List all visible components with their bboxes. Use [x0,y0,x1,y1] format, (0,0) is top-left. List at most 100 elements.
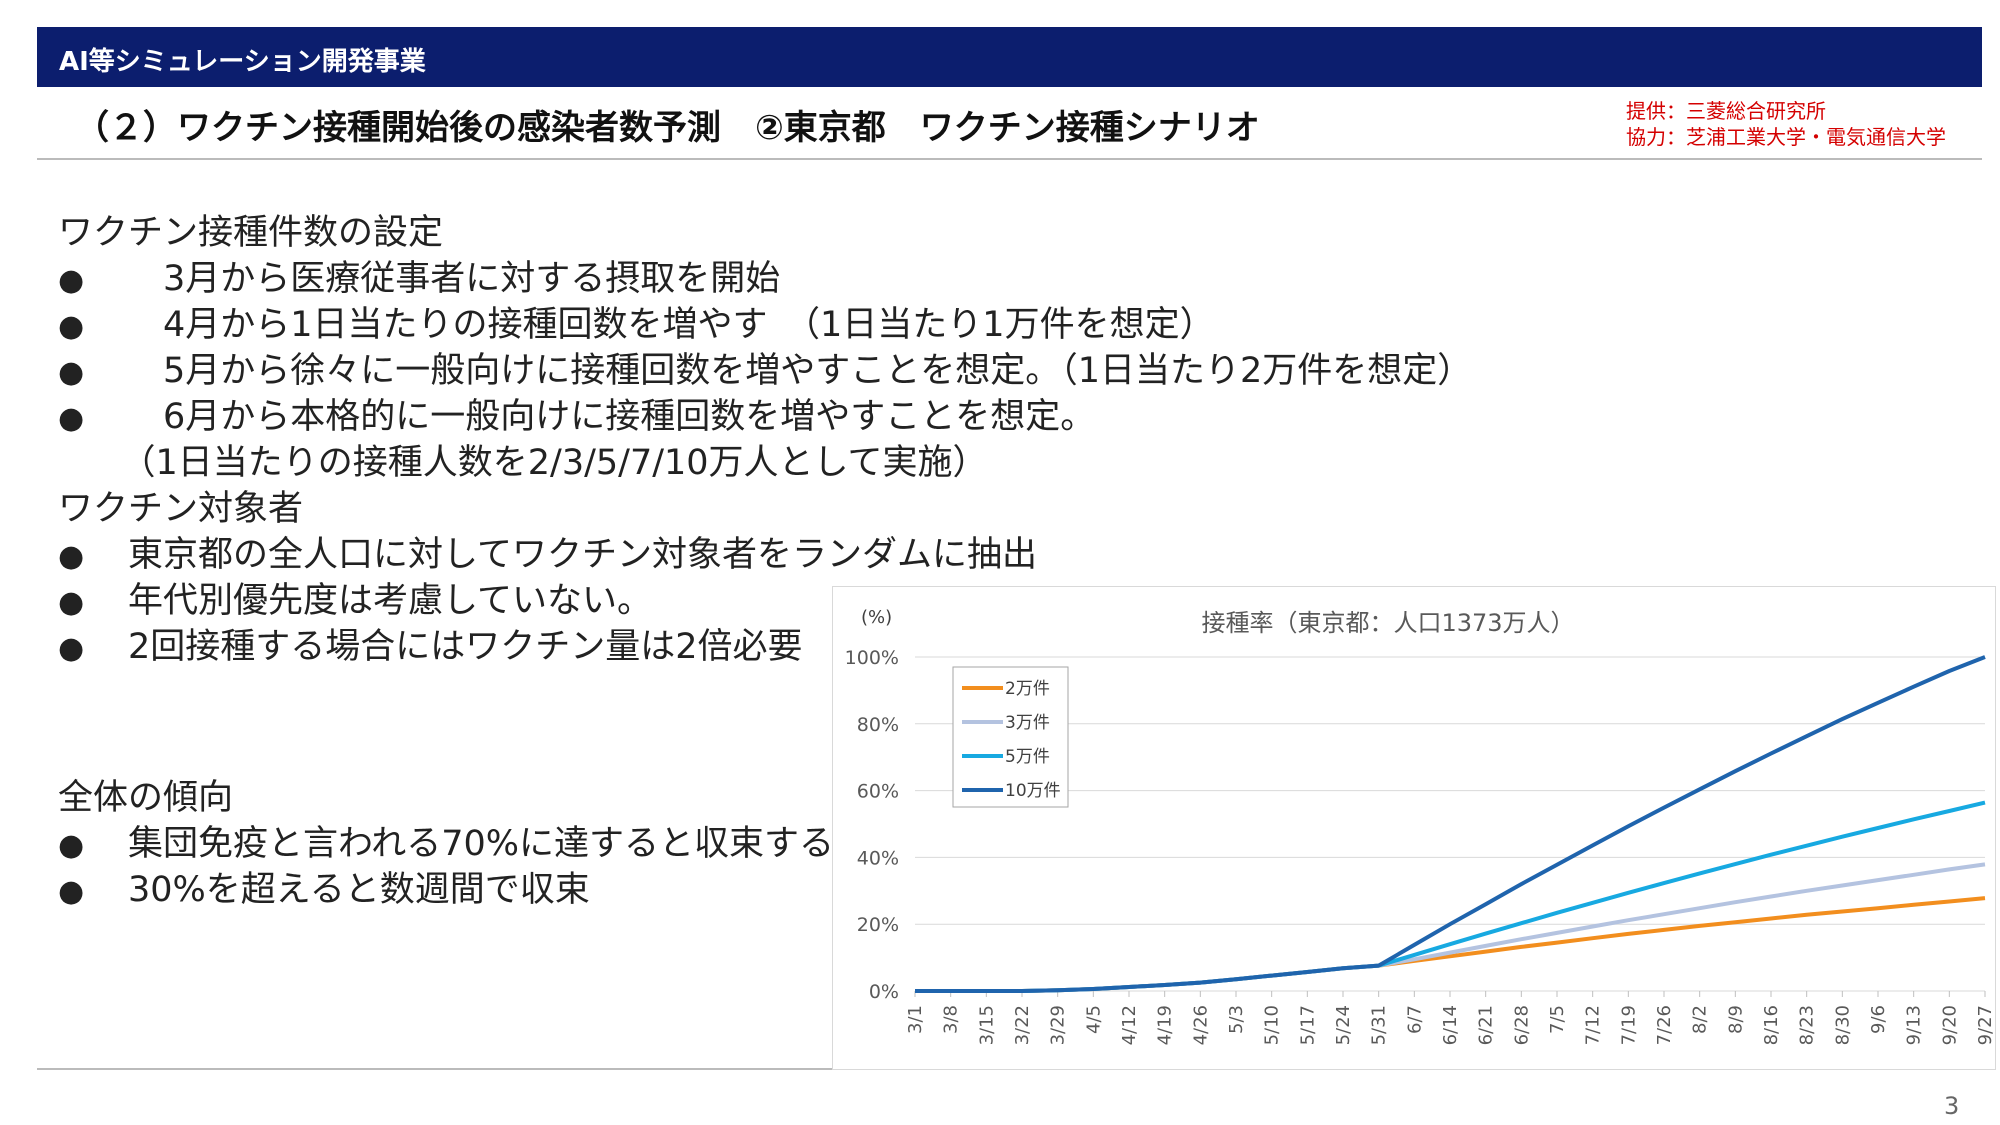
x-tick-label: 8/9 [1725,1005,1746,1034]
x-tick-label: 6/28 [1511,1005,1532,1045]
bullet-icon: ● [58,263,85,298]
x-tick-label: 4/5 [1083,1005,1104,1034]
bullet-text: 年代別優先度は考慮していない。 [128,581,652,621]
text-line: 全体の傾向 [58,775,869,821]
x-tick-label: 8/23 [1797,1005,1818,1045]
x-tick-label: 6/21 [1476,1005,1497,1045]
bullet-icon: ● [58,631,85,666]
bullet-item: ● 年代別優先度は考慮していない。 [58,578,1472,624]
x-tick-label: 8/16 [1761,1005,1782,1045]
y-tick-label: 20% [857,914,899,936]
x-tick-label: 7/26 [1654,1005,1675,1045]
slide-title: （２）ワクチン接種開始後の感染者数予測 ②東京都 ワクチン接種シナリオ [75,108,1260,148]
x-tick-label: 3/8 [941,1005,962,1034]
page-number: 3 [1944,1092,1960,1120]
legend-label: 3万件 [1005,713,1050,733]
x-tick-label: 5/24 [1333,1005,1354,1045]
bullet-text: 6月から本格的に一般向けに接種回数を増やすことを想定。 [128,397,1096,437]
series-line [915,655,1986,993]
text-content: 全体の傾向 [58,778,234,818]
bullet-icon: ● [58,539,85,574]
text-line: ワクチン接種件数の設定 [58,210,1472,256]
header-title: AI等シミュレーション開発事業 [59,47,426,77]
bullet-icon: ● [58,355,85,390]
chart-y-ticks: 0% 20% 40% 60% 80% 100% [845,647,899,1003]
bullet-item: ● 東京都の全人口に対してワクチン対象者をランダムに抽出 [58,532,1472,578]
text-content: （1日当たりの接種人数を2/3/5/7/10万人として実施） [103,443,988,483]
bullet-text: 5月から徐々に一般向けに接種回数を増やすことを想定。（1日当たり2万件を想定） [128,351,1473,391]
x-tick-label: 3/15 [976,1005,997,1045]
x-tick-label: 4/12 [1119,1005,1140,1045]
x-tick-label: 3/29 [1048,1005,1069,1045]
text-content: ワクチン対象者 [58,489,304,529]
chart-series [915,655,1986,993]
x-tick-label: 4/19 [1155,1005,1176,1045]
y-tick-label: 60% [857,781,899,803]
text-line: ワクチン対象者 [58,486,1472,532]
legend-label: 2万件 [1005,679,1050,699]
credit-provider: 提供：三菱総合研究所 [1626,99,1826,123]
bullet-icon: ● [58,874,85,909]
x-tick-label: 6/14 [1440,1005,1461,1045]
text-content: ワクチン接種件数の設定 [58,213,444,253]
credits: 提供：三菱総合研究所 協力：芝浦工業大学・電気通信大学 [1626,98,1946,150]
chart-svg: 接種率（東京都：人口1373万人） (%) 0% 20% 40% 60% 80% 100%… [845,607,1995,1045]
x-tick-label: 5/3 [1226,1005,1247,1034]
x-tick-label: 9/6 [1868,1005,1889,1034]
bullet-text: 2回接種する場合にはワクチン量は2倍必要 [128,627,803,667]
title-divider [37,158,1982,160]
chart-title: 接種率（東京都：人口1373万人） [1201,609,1574,637]
text-line: （1日当たりの接種人数を2/3/5/7/10万人として実施） [58,440,1472,486]
bullet-item: ● 30%を超えると数週間で収束 [58,867,869,913]
series-line [915,862,1986,993]
bullet-text: 4月から1日当たりの接種回数を増やす （1日当たり1万件を想定） [128,305,1215,345]
chart-y-unit-label: (%) [861,607,892,628]
bullet-item: ● 5月から徐々に一般向けに接種回数を増やすことを想定。（1日当たり2万件を想定… [58,348,1472,394]
x-tick-label: 8/30 [1832,1005,1853,1045]
x-tick-label: 9/13 [1904,1005,1925,1045]
bullet-item: ● 4月から1日当たりの接種回数を増やす （1日当たり1万件を想定） [58,302,1472,348]
x-tick-label: 7/5 [1547,1005,1568,1034]
bullet-item: ● 集団免疫と言われる70%に達すると収束する。 [58,821,869,867]
legend-label: 5万件 [1005,747,1050,767]
bullet-text: 3月から医療従事者に対する摂取を開始 [128,259,781,299]
x-tick-label: 5/10 [1262,1005,1283,1045]
x-tick-label: 5/31 [1369,1005,1390,1045]
bullet-text: 30%を超えると数週間で収束 [128,870,590,910]
bullet-text: 集団免疫と言われる70%に達すると収束する。 [128,824,870,864]
x-tick-label: 9/20 [1939,1005,1960,1045]
chart-legend: 2万件 3万件 5万件 10万件 [952,666,1069,808]
content-block-2: 全体の傾向 ● 集団免疫と言われる70%に達すると収束する。 ● 30%を超えると数… [58,775,869,913]
x-tick-label: 8/2 [1690,1005,1711,1034]
x-tick-label: 9/27 [1975,1005,1995,1045]
y-tick-label: 40% [857,847,899,869]
series-line [915,800,1986,993]
bullet-icon: ● [58,585,85,620]
x-tick-label: 7/12 [1583,1005,1604,1045]
header-bar: AI等シミュレーション開発事業 [37,27,1982,87]
legend-box [952,666,1069,808]
x-tick-label: 4/26 [1190,1005,1211,1045]
bullet-item: ● 2回接種する場合にはワクチン量は2倍必要 [58,624,1472,670]
x-tick-label: 5/17 [1297,1005,1318,1045]
bullet-icon: ● [58,828,85,863]
bullet-icon: ● [58,309,85,344]
vaccination-rate-chart: 接種率（東京都：人口1373万人） (%) 0% 20% 40% 60% 80% 100%… [832,586,1996,1070]
legend-label: 10万件 [1005,781,1061,801]
bullet-text: 東京都の全人口に対してワクチン対象者をランダムに抽出 [128,535,1037,575]
chart-x-ticks: 3/1 3/8 3/15 3/22 3/29 4/5 4/12 4/19 4/26 5/3 5/10… [905,991,1995,1045]
x-tick-label: 7/19 [1618,1005,1639,1045]
y-tick-label: 80% [857,714,899,736]
y-tick-label: 100% [845,647,899,669]
bullet-item: ● 3月から医療従事者に対する摂取を開始 [58,256,1472,302]
x-tick-label: 6/7 [1404,1005,1425,1034]
y-tick-label: 0% [869,981,899,1003]
content-block-1: ワクチン接種件数の設定 ● 3月から医療従事者に対する摂取を開始 ● 4月から1… [58,210,1472,670]
credit-cooperation: 協力：芝浦工業大学・電気通信大学 [1626,125,1946,149]
x-tick-label: 3/22 [1012,1005,1033,1045]
footer-divider [37,1068,832,1070]
bullet-item: ● 6月から本格的に一般向けに接種回数を増やすことを想定。 [58,394,1472,440]
chart-grid [915,656,1985,992]
bullet-icon: ● [58,401,85,436]
x-tick-label: 3/1 [905,1005,926,1034]
